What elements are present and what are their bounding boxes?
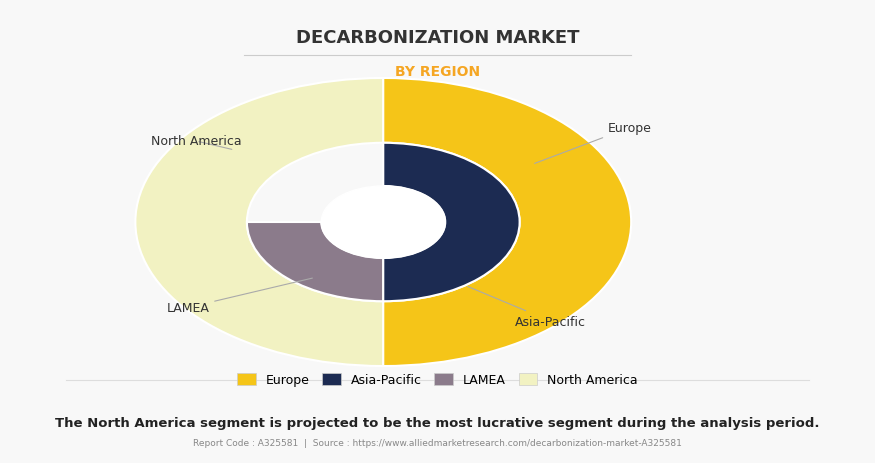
Text: Asia-Pacific: Asia-Pacific bbox=[467, 287, 586, 328]
Text: Europe: Europe bbox=[535, 122, 652, 164]
Wedge shape bbox=[136, 79, 383, 366]
Text: LAMEA: LAMEA bbox=[166, 278, 312, 314]
Wedge shape bbox=[383, 79, 631, 366]
Text: DECARBONIZATION MARKET: DECARBONIZATION MARKET bbox=[296, 29, 579, 47]
Text: BY REGION: BY REGION bbox=[395, 65, 480, 79]
Wedge shape bbox=[383, 144, 520, 301]
Legend: Europe, Asia-Pacific, LAMEA, North America: Europe, Asia-Pacific, LAMEA, North Ameri… bbox=[232, 369, 643, 391]
Text: North America: North America bbox=[150, 135, 242, 150]
Circle shape bbox=[321, 187, 445, 258]
Text: The North America segment is projected to be the most lucrative segment during t: The North America segment is projected t… bbox=[55, 416, 820, 429]
Wedge shape bbox=[247, 223, 383, 301]
Text: Report Code : A325581  |  Source : https://www.alliedmarketresearch.com/decarbon: Report Code : A325581 | Source : https:/… bbox=[193, 438, 682, 447]
